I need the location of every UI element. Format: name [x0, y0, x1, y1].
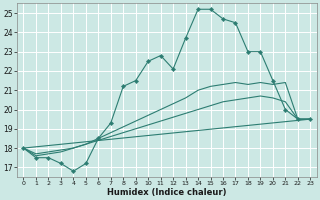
X-axis label: Humidex (Indice chaleur): Humidex (Indice chaleur) — [107, 188, 227, 197]
